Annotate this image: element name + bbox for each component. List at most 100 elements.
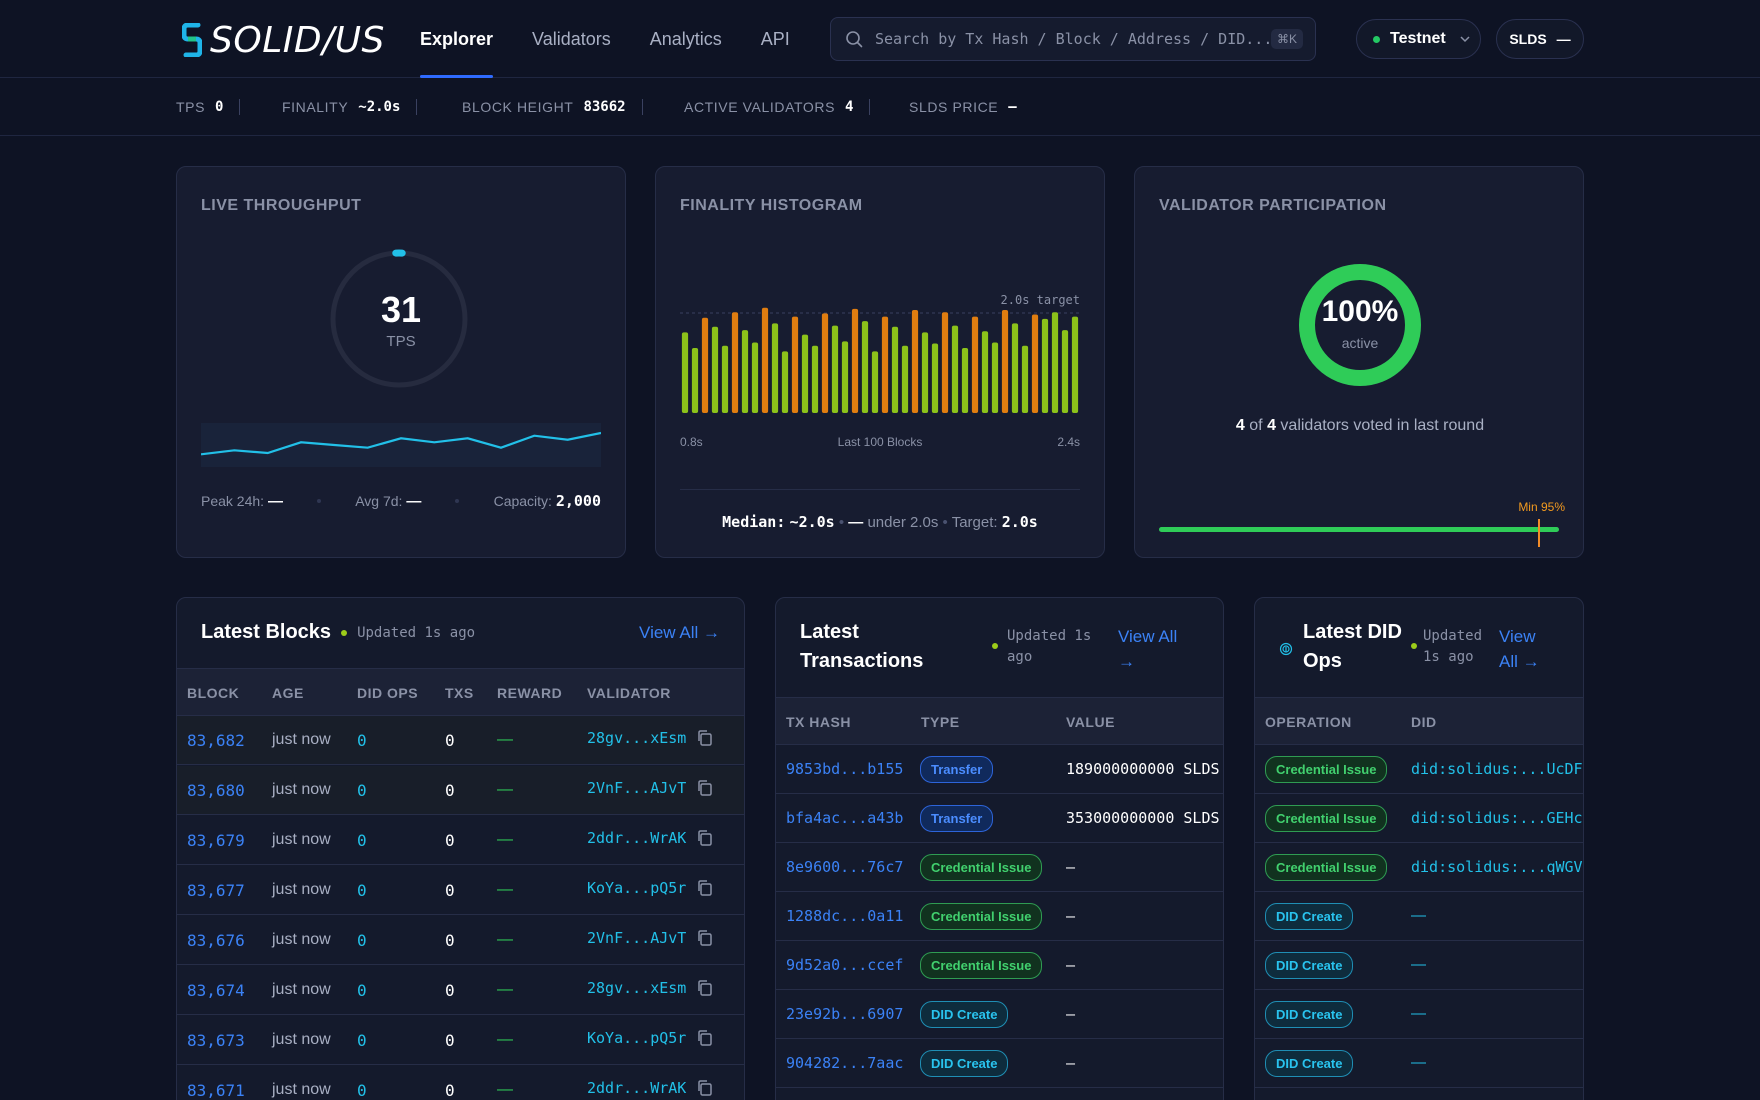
did-op-badge: DID Create [1265, 1001, 1354, 1028]
live-dot [992, 643, 998, 649]
table-row[interactable]: 9853bd...b155 Transfer 189000000000 SLDS [776, 745, 1223, 794]
block-validator[interactable]: KoYa...pQ5r [587, 1029, 714, 1047]
network-selector[interactable]: Testnet [1356, 19, 1481, 59]
copy-icon[interactable] [696, 1029, 714, 1047]
did-link[interactable]: did:solidus:...UcDFi [1411, 760, 1584, 778]
histogram-bar [881, 316, 889, 413]
table-row[interactable]: Credential Issue did:solidus:...GEHcc [1255, 794, 1583, 843]
block-txs: 0 [445, 1081, 455, 1100]
table-row[interactable]: 83,674 just now 0 0 — 28gv...xEsm [177, 966, 744, 1015]
copy-icon[interactable] [696, 1079, 714, 1097]
tx-value: — [1066, 858, 1076, 876]
block-number-link[interactable]: 83,680 [187, 781, 245, 800]
voted-count: 4 [1235, 417, 1245, 434]
target-text-label: Target: [951, 514, 998, 531]
did-link[interactable]: — [1411, 956, 1426, 973]
throughput-title: LIVE THROUGHPUT [201, 197, 362, 214]
table-row[interactable]: 83,682 just now 0 0 — 28gv...xEsm [177, 716, 744, 765]
block-validator[interactable]: KoYa...pQ5r [587, 879, 714, 897]
did-link[interactable]: — [1411, 1054, 1426, 1071]
copy-icon[interactable] [696, 979, 714, 997]
table-row[interactable]: Credential Issue did:solidus:...UcDFi [1255, 745, 1583, 794]
tx-hash-link[interactable]: bfa4ac...a43b [786, 809, 904, 827]
block-number-link[interactable]: 83,674 [187, 981, 245, 1000]
table-row[interactable]: DID Create — [1255, 990, 1583, 1039]
table-row[interactable]: DID Create — [1255, 892, 1583, 941]
table-row[interactable]: Credential Issue did:solidus:...qWGVr [1255, 843, 1583, 892]
search-shortcut-badge: ⌘K [1270, 29, 1303, 49]
copy-icon[interactable] [696, 829, 714, 847]
block-validator[interactable]: 28gv...xEsm [587, 979, 714, 997]
table-row[interactable]: 1288dc...0a11 Credential Issue — [776, 892, 1223, 941]
block-validator[interactable]: 2VnF...AJvT [587, 929, 714, 947]
validator-address-link[interactable]: 28gv...xEsm [587, 979, 687, 997]
block-number-link[interactable]: 83,682 [187, 731, 245, 750]
tx-hash-link[interactable]: 904282...7aac [786, 1054, 904, 1072]
transactions-view-all-link[interactable]: View All → [1118, 624, 1177, 674]
validator-address-link[interactable]: 2VnF...AJvT [587, 929, 687, 947]
search-input[interactable]: Search by Tx Hash / Block / Address / DI… [830, 17, 1316, 61]
table-row[interactable]: 904282...7aac DID Create — [776, 1039, 1223, 1088]
did-link[interactable]: did:solidus:...GEHcc [1411, 809, 1584, 827]
nav-analytics[interactable]: Analytics [649, 28, 722, 49]
copy-icon[interactable] [696, 879, 714, 897]
histogram-bar [731, 312, 739, 413]
transactions-title: Latest Transactions [800, 618, 923, 676]
table-row[interactable]: 9d52a0...ccef Credential Issue — [776, 941, 1223, 990]
block-validator[interactable]: 2ddr...WrAK [587, 829, 714, 847]
validator-address-link[interactable]: 2ddr...WrAK [587, 1079, 687, 1097]
table-row[interactable]: 83,677 just now 0 0 — KoYa...pQ5r [177, 866, 744, 915]
histogram-target-label: 2.0s target [1000, 293, 1080, 307]
tx-hash-link[interactable]: 23e92b...6907 [786, 1005, 904, 1023]
validator-address-link[interactable]: KoYa...pQ5r [587, 879, 687, 897]
table-row[interactable]: 8e9600...76c7 Credential Issue — [776, 843, 1223, 892]
table-row[interactable]: DID Create — [1255, 1039, 1583, 1088]
block-number-link[interactable]: 83,679 [187, 831, 245, 850]
nav-validators[interactable]: Validators [532, 28, 611, 49]
table-row[interactable]: 83,679 just now 0 0 — 2ddr...WrAK [177, 816, 744, 865]
table-row[interactable]: 83,673 just now 0 0 — KoYa...pQ5r [177, 1016, 744, 1065]
token-price-button[interactable]: SLDS — [1496, 19, 1584, 59]
block-number-link[interactable]: 83,676 [187, 931, 245, 950]
tx-hash-link[interactable]: 9d52a0...ccef [786, 956, 904, 974]
nav-explorer[interactable]: Explorer [420, 0, 494, 78]
validator-address-link[interactable]: KoYa...pQ5r [587, 1029, 687, 1047]
tx-type-badge: Transfer [920, 756, 994, 783]
block-number-link[interactable]: 83,671 [187, 1081, 245, 1100]
blocks-view-all-link[interactable]: View All → [639, 623, 720, 642]
latest-did-ops-card: Latest DID Ops Updated 1s ago View All →… [1254, 597, 1584, 1100]
histogram-bar [971, 316, 979, 413]
table-row[interactable]: 83,671 just now 0 0 — 2ddr...WrAK [177, 1066, 744, 1100]
block-validator[interactable]: 2ddr...WrAK [587, 1079, 714, 1097]
table-row[interactable]: 83,676 just now 0 0 — 2VnF...AJvT [177, 916, 744, 965]
histogram-bar [861, 321, 869, 413]
table-row[interactable]: 23e92b...6907 DID Create — [776, 990, 1223, 1039]
block-validator[interactable]: 28gv...xEsm [587, 729, 714, 747]
block-number-link[interactable]: 83,677 [187, 881, 245, 900]
did-link[interactable]: — [1411, 1005, 1426, 1022]
table-row[interactable]: 83,680 just now 0 0 — 2VnF...AJvT [177, 766, 744, 815]
tx-hash-link[interactable]: 1288dc...0a11 [786, 907, 904, 925]
table-row[interactable]: DID Create — [1255, 941, 1583, 990]
validator-address-link[interactable]: 28gv...xEsm [587, 729, 687, 747]
participation-title: VALIDATOR PARTICIPATION [1159, 197, 1387, 214]
tx-hash-link[interactable]: 8e9600...76c7 [786, 858, 904, 876]
didops-view-all-link[interactable]: View All → [1499, 624, 1540, 674]
validator-address-link[interactable]: 2ddr...WrAK [587, 829, 687, 847]
block-validator[interactable]: 2VnF...AJvT [587, 779, 714, 797]
table-row[interactable]: bfa4ac...a43b Transfer 353000000000 SLDS [776, 794, 1223, 843]
histogram-bar [931, 343, 939, 413]
did-link[interactable]: — [1411, 907, 1426, 924]
tx-hash-link[interactable]: 9853bd...b155 [786, 760, 904, 778]
nav-api[interactable]: API [760, 28, 790, 49]
validator-address-link[interactable]: 2VnF...AJvT [587, 779, 687, 797]
copy-icon[interactable] [696, 729, 714, 747]
did-link[interactable]: did:solidus:...qWGVr [1411, 858, 1584, 876]
logo[interactable]: SOLID/US [182, 20, 385, 61]
finality-histogram-chart [680, 307, 1080, 413]
copy-icon[interactable] [696, 779, 714, 797]
block-number-link[interactable]: 83,673 [187, 1031, 245, 1050]
block-reward: — [497, 881, 513, 898]
did-op-badge: Credential Issue [1265, 805, 1388, 832]
copy-icon[interactable] [696, 929, 714, 947]
